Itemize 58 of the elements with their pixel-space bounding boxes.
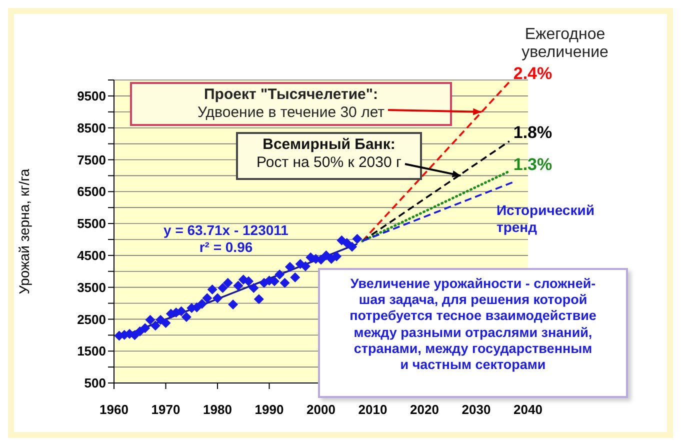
callout-box: Всемирный Банк: Рост на 50% к 2030 г <box>236 132 422 180</box>
point <box>352 234 362 244</box>
y-tick-label: 9500 <box>77 88 106 104</box>
y-tick-label: 500 <box>84 376 106 391</box>
y-tick-label: 3500 <box>77 280 106 295</box>
point <box>342 238 352 248</box>
series-label: 1.3% <box>513 155 554 176</box>
point <box>160 318 171 328</box>
callout-box: Увеличение урожайности - сложней- шая задача, для решения которой потребуется тесное взаимодействие между разными отраслями знаний, странами, между государственным и частным секторами <box>318 268 628 398</box>
point <box>150 320 160 331</box>
point <box>233 280 244 291</box>
point <box>284 262 295 272</box>
y-tick-label: 7500 <box>77 152 106 168</box>
point <box>212 293 222 304</box>
annotation: Проект "Тысячелетие": Удвоение в течение 30 лет <box>196 86 386 122</box>
point <box>228 300 238 310</box>
x-tick-label: 2040 <box>514 402 542 418</box>
y-tick-label: 1500 <box>77 344 106 359</box>
x-tick-label: 1980 <box>203 402 232 418</box>
callout-box: Проект "Тысячелетие": Удвоение в течение 30 лет <box>130 82 452 126</box>
x-tick-label: 1970 <box>151 402 180 418</box>
series-label: 2.4% <box>513 64 554 84</box>
series-label: 1.8% <box>513 123 554 144</box>
point <box>202 293 212 304</box>
y-tick-label: 5500 <box>77 216 106 232</box>
series-label: Исторический тренд <box>496 202 594 236</box>
y-axis-title: Урожай зерна, кг/га <box>16 168 32 294</box>
point <box>300 261 310 272</box>
y-tick-label: 6500 <box>77 184 106 200</box>
x-tick-label: 2020 <box>410 402 439 418</box>
x-tick-label: 1990 <box>254 402 284 418</box>
annotation: Увеличение урожайности - сложней- шая задача, для решения которой потребуется тесное взаимодействие между разными отраслями знаний, странами, между государственным и частным секторами <box>348 276 598 374</box>
annotation: y = 63.71x - 123011 r² = 0.96 <box>162 222 290 256</box>
point <box>244 276 254 286</box>
point <box>290 272 300 282</box>
point <box>196 298 207 309</box>
point <box>254 294 264 304</box>
x-tick-label: 2030 <box>462 402 491 418</box>
point <box>332 251 342 262</box>
y-tick-label: 2500 <box>77 312 106 327</box>
point <box>280 278 290 288</box>
point <box>181 312 192 322</box>
point <box>207 284 218 295</box>
annotation: Всемирный Банк: Рост на 50% к 2030 г <box>256 136 402 172</box>
legend-title: Ежегодное увеличение <box>520 26 610 62</box>
point <box>222 278 233 288</box>
point <box>248 282 259 293</box>
y-tick-label: 8500 <box>77 120 106 136</box>
x-tick-label: 2000 <box>306 402 336 418</box>
point <box>145 314 156 325</box>
point <box>140 323 150 334</box>
page-frame: 1960 1970 1980 1990 2000 2010 2020 2030 2040 500 1500 2500 3500 4500 5500 6500 7500 8500 9500 Урожай зерна, кг/га Ежегодное увеличение 2.4% 1.8% 1.3% Исторический тренд Проект "Тысячелетие": Удвоение в течение 30 лет Всемирный Банк: Рост на 50% к 2030 г y = 63.71x - 123011 r² = 0.96 Увеличение урожайности - сложней- шая задача, для решения которой потребуется тесное взаимодействие между разными отраслями знаний, странами, между государственным и частным секторами <box>8 8 673 438</box>
point <box>274 270 285 280</box>
x-tick-label: 2010 <box>358 402 388 418</box>
point <box>218 282 228 293</box>
point <box>347 242 358 252</box>
x-tick-label: 1960 <box>100 402 128 418</box>
y-tick-label: 4500 <box>77 248 106 264</box>
